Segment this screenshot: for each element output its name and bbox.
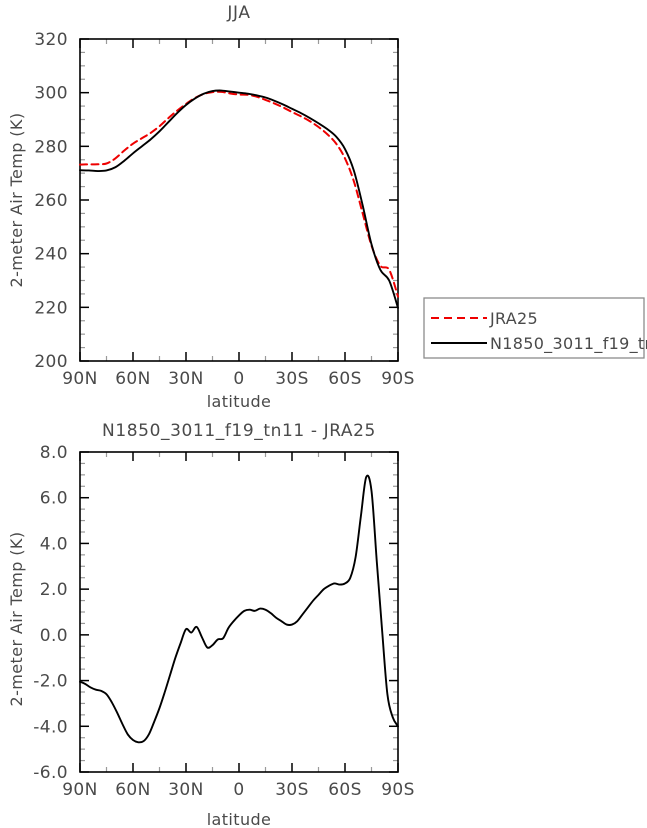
x-tick-label: 60N	[115, 369, 151, 389]
x-tick-label: 30S	[275, 780, 309, 800]
y-tick-label: 320	[34, 30, 68, 50]
y-tick-label: 200	[34, 352, 68, 372]
y-tick-label: 300	[34, 84, 68, 104]
y-tick-label: 240	[34, 245, 68, 265]
y-tick-label: 280	[34, 137, 68, 157]
x-tick-label: 30S	[275, 369, 309, 389]
y-tick-label: -4.0	[33, 717, 68, 737]
x-tick-label: 0	[233, 780, 244, 800]
y-tick-label: 220	[34, 298, 68, 318]
panel-top: JJA 2-meter Air Temp (K) latitude 90N 60N…	[7, 3, 647, 411]
top-plot-frame	[79, 38, 399, 362]
legend: JRA25 N1850_3011_f19_tn11	[423, 297, 647, 359]
bottom-panel-title: N1850_3011_f19_tn11 - JRA25	[102, 421, 376, 441]
y-tick-label: -2.0	[33, 672, 68, 692]
bottom-x-axis-label: latitude	[207, 810, 272, 828]
top-panel-plot: JJA 2-meter Air Temp (K) latitude 90N 60N…	[7, 3, 647, 411]
x-tick-label: 30N	[168, 369, 204, 389]
x-tick-label: 90S	[381, 780, 415, 800]
y-tick-label: 0.0	[40, 626, 68, 646]
top-y-axis-label: 2-meter Air Temp (K)	[7, 113, 26, 288]
legend-label-model: N1850_3011_f19_tn11	[490, 334, 647, 354]
top-x-axis-label: latitude	[207, 392, 272, 411]
y-tick-label: 6.0	[40, 489, 68, 509]
y-tick-label: 4.0	[40, 534, 68, 554]
top-data-series	[79, 89, 399, 309]
panel-bottom: N1850_3011_f19_tn11 - JRA25 2-meter Air …	[0, 414, 647, 828]
bottom-panel-plot: N1850_3011_f19_tn11 - JRA25 2-meter Air …	[7, 421, 415, 828]
x-tick-label: 30N	[168, 780, 204, 800]
series-line	[79, 90, 399, 298]
top-axis-ticks	[79, 38, 399, 362]
x-tick-label: 0	[233, 369, 244, 389]
x-tick-label: 90S	[381, 369, 415, 389]
y-tick-label: 260	[34, 191, 68, 211]
top-axis-tick-labels: 90N 60N 30N 0 30S 60S 90S 200 220 240 260 280 300 320	[34, 30, 414, 389]
bottom-axis-tick-labels: 90N 60N 30N 0 30S 60S 90S -6.0 -4.0 -2.0 0.0 2.0 4.0…	[33, 443, 415, 800]
y-tick-label: 8.0	[40, 443, 68, 463]
legend-box	[423, 297, 645, 359]
x-tick-label: 60N	[115, 780, 151, 800]
bottom-plot-frame	[79, 451, 399, 773]
top-panel-title: JJA	[226, 3, 250, 23]
y-tick-label: -6.0	[33, 763, 68, 783]
x-tick-label: 90N	[62, 780, 98, 800]
bottom-axis-ticks	[79, 451, 399, 773]
legend-label-jra25: JRA25	[489, 309, 538, 328]
x-tick-label: 90N	[62, 369, 98, 389]
series-line	[79, 474, 399, 744]
series-line	[79, 89, 399, 309]
y-tick-label: 2.0	[40, 580, 68, 600]
x-tick-label: 60S	[328, 369, 362, 389]
x-tick-label: 60S	[328, 780, 362, 800]
bottom-y-axis-label: 2-meter Air Temp (K)	[7, 532, 26, 707]
bottom-data-series	[79, 474, 399, 744]
